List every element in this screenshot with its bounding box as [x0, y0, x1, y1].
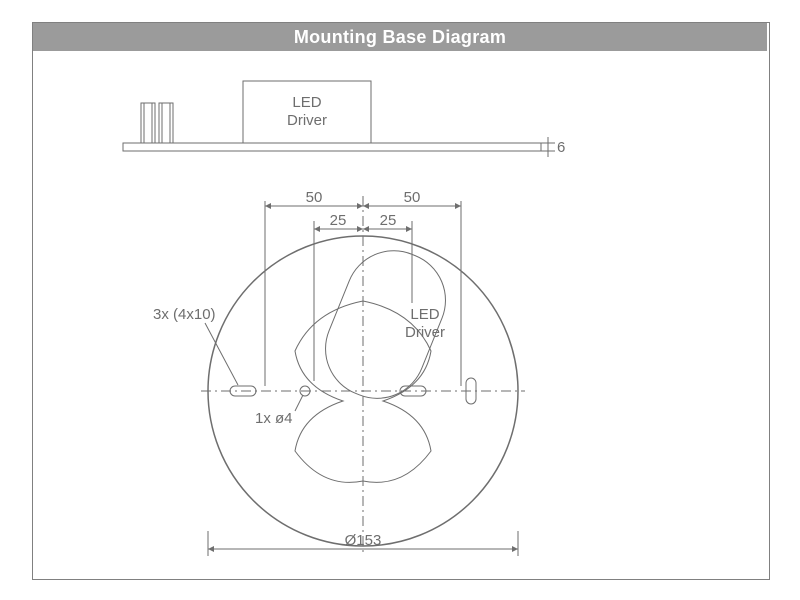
led-driver-top-label-2: Driver	[405, 324, 445, 341]
led-driver-side-label-1: LED	[292, 94, 321, 111]
thickness-value: 6	[557, 139, 565, 156]
title-bar: Mounting Base Diagram	[33, 23, 767, 51]
led-driver-side-label-2: Driver	[287, 112, 327, 129]
diagram-svg: LED Driver 6 LED Driver	[33, 51, 767, 578]
dim-50-right-val: 50	[404, 189, 421, 206]
side-view: LED Driver 6	[123, 81, 565, 157]
slots-leader	[205, 323, 238, 385]
dim-25-right-val: 25	[380, 212, 397, 229]
clip-1	[141, 103, 155, 143]
top-view: LED Driver 50 50 25 25 3x (4x10) 1x ø4	[153, 189, 525, 556]
base-plate	[123, 143, 541, 151]
title-text: Mounting Base Diagram	[294, 27, 506, 47]
hole-leader	[295, 395, 303, 411]
led-driver-top-label-1: LED	[410, 306, 439, 323]
diameter-label: Ø153	[345, 532, 382, 549]
slots-note: 3x (4x10)	[153, 306, 216, 323]
dim-50-left-val: 50	[306, 189, 323, 206]
dim-25-left-val: 25	[330, 212, 347, 229]
hole-note: 1x ø4	[255, 410, 293, 427]
clip-2	[159, 103, 173, 143]
